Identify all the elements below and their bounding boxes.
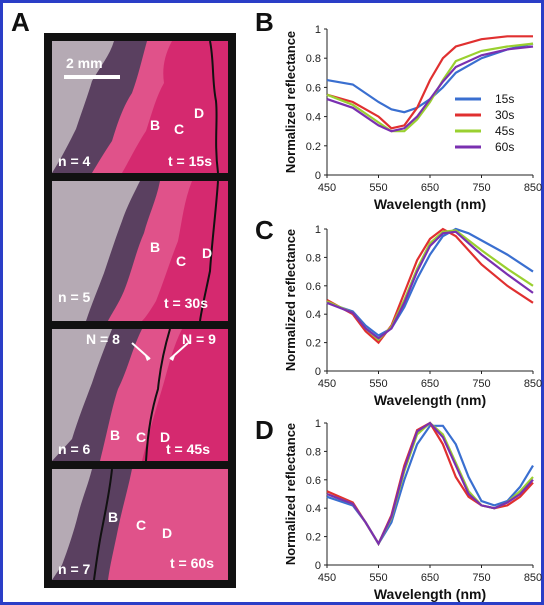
panel-label-d: D [255, 415, 274, 445]
x-axis-label: Wavelength (nm) [374, 196, 486, 212]
x-tick-label: 650 [421, 572, 439, 584]
legend-label-15s: 15s [495, 92, 514, 106]
spectrum-chart-d: 0 0.2 0.4 0.6 0.8 1 450 550 650 750 850 Wavelength … [283, 418, 542, 602]
legend-label-60s: 60s [495, 140, 514, 154]
legend-label-45s: 45s [495, 124, 514, 138]
y-tick-label: 1 [315, 224, 321, 236]
series-line-60s [326, 421, 534, 547]
x-tick-label: 750 [472, 378, 490, 390]
y-axis-label: Normalized reflectance [283, 423, 298, 565]
region-label-d: D [202, 245, 213, 261]
y-tick-label: 0.2 [306, 338, 321, 350]
n-label: n = 6 [58, 441, 91, 457]
y-tick-label: 0.4 [306, 309, 321, 321]
series-line-15s [326, 42, 534, 114]
x-tick-label: 650 [421, 182, 439, 194]
x-tick-label: 850 [524, 182, 542, 194]
scale-bar [64, 75, 120, 79]
y-tick-label: 0 [315, 366, 321, 378]
x-axis-label: Wavelength (nm) [374, 392, 486, 408]
panel-label-c: C [255, 215, 274, 245]
n-label: n = 7 [58, 561, 91, 577]
y-axis-label: Normalized reflectance [283, 229, 298, 371]
series-line-30s [326, 35, 533, 130]
x-axis-label: Wavelength (nm) [374, 586, 486, 602]
y-tick-label: 0.2 [306, 532, 321, 544]
arrow-label-n8: N = 8 [86, 331, 120, 347]
micrograph-image-4 [52, 469, 228, 580]
panel-label-b: B [255, 7, 274, 37]
spectrum-chart-b: 0 0.2 0.4 0.6 0.8 1 450 550 650 750 850 Wavelength … [283, 24, 542, 212]
region-label-c: C [174, 121, 185, 137]
series-line-60s [326, 45, 534, 133]
x-tick-label: 450 [318, 572, 336, 584]
series-line-45s [326, 421, 534, 546]
y-tick-label: 0.4 [306, 503, 321, 515]
y-tick-label: 0.8 [306, 252, 321, 264]
x-tick-label: 850 [524, 378, 542, 390]
n-label: n = 4 [58, 153, 91, 169]
time-label: t = 60s [170, 555, 214, 571]
series-line-30s [326, 227, 534, 345]
micrograph-strip: 2 mm B C D n = 4 t = 15s B C D n = 5 t =… [44, 33, 236, 588]
x-tick-label: 850 [524, 572, 542, 584]
series-line-45s [326, 42, 534, 133]
time-label: t = 15s [168, 153, 212, 169]
x-tick-label: 450 [318, 182, 336, 194]
region-label-c: C [176, 253, 187, 269]
micrograph-frame-1: 2 mm B C D n = 4 t = 15s [52, 41, 228, 173]
x-tick-label: 750 [472, 572, 490, 584]
y-tick-label: 0.8 [306, 446, 321, 458]
x-tick-label: 750 [472, 182, 490, 194]
micrograph-frame-3: N = 8 N = 9 B C D n = 6 t = 45s [52, 329, 228, 461]
series-line-15s [326, 424, 534, 546]
micrograph-image-1 [52, 41, 228, 173]
panel-label-a: A [11, 7, 30, 37]
y-tick-label: 1 [315, 24, 321, 36]
y-tick-label: 0 [315, 560, 321, 572]
y-tick-label: 0.6 [306, 475, 321, 487]
time-label: t = 45s [166, 441, 210, 457]
y-axis-label: Normalized reflectance [283, 31, 298, 173]
y-tick-label: 0.8 [306, 53, 321, 65]
n-label: n = 5 [58, 289, 91, 305]
x-tick-label: 550 [369, 572, 387, 584]
region-label-d: D [194, 105, 205, 121]
y-tick-label: 0.2 [306, 141, 321, 153]
region-label-b: B [108, 509, 119, 525]
time-label: t = 30s [164, 295, 208, 311]
region-label-b: B [110, 427, 121, 443]
arrow-label-n9: N = 9 [182, 331, 216, 347]
region-label-c: C [136, 517, 147, 533]
y-tick-label: 0.6 [306, 281, 321, 293]
spectrum-chart-c: 0 0.2 0.4 0.6 0.8 1 450 550 650 750 850 Wavelength … [283, 224, 542, 408]
micrograph-image-3 [52, 329, 228, 461]
region-label-b: B [150, 117, 161, 133]
micrograph-frame-4: B C D n = 7 t = 60s [52, 469, 228, 580]
scale-bar-label: 2 mm [66, 55, 103, 71]
y-tick-label: 0.6 [306, 82, 321, 94]
region-label-d: D [160, 429, 171, 445]
series-line-30s [326, 421, 534, 547]
y-tick-label: 0.4 [306, 112, 321, 124]
region-label-b: B [150, 239, 161, 255]
x-tick-label: 650 [421, 378, 439, 390]
y-tick-label: 0 [315, 170, 321, 182]
region-label-c: C [136, 429, 147, 445]
series-line-60s [326, 230, 534, 340]
legend-label-30s: 30s [495, 108, 514, 122]
x-tick-label: 550 [369, 378, 387, 390]
x-tick-label: 550 [369, 182, 387, 194]
series-line-15s [326, 227, 534, 337]
y-tick-label: 1 [315, 418, 321, 430]
micrograph-frame-2: B C D n = 5 t = 30s [52, 181, 228, 321]
x-tick-label: 450 [318, 378, 336, 390]
region-label-d: D [162, 525, 173, 541]
micrograph-image-2 [52, 181, 228, 321]
